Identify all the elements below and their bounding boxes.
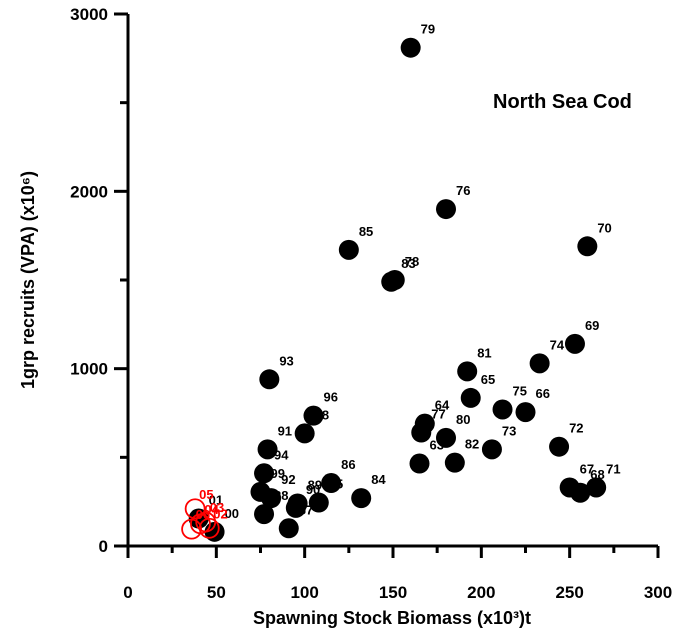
y-tick-label: 1000 — [70, 360, 108, 379]
data-point-72 — [549, 436, 570, 457]
point-label-90: 90 — [306, 482, 320, 497]
point-label-67: 67 — [580, 461, 594, 476]
data-point-76 — [436, 199, 456, 220]
x-axis-title: Spawning Stock Biomass (x10³)t — [253, 608, 531, 628]
point-label-68: 68 — [590, 467, 604, 482]
point-label-03: 03 — [210, 500, 224, 515]
point-label-82: 82 — [465, 437, 479, 452]
point-label-05: 05 — [199, 487, 213, 502]
point-label-70: 70 — [597, 220, 611, 235]
point-label-98: 98 — [315, 407, 329, 422]
point-label-75: 75 — [513, 383, 527, 398]
data-point-71 — [586, 477, 607, 498]
point-label-72: 72 — [569, 421, 583, 436]
point-label-88: 88 — [274, 488, 288, 503]
data-point-74 — [529, 353, 550, 374]
y-axis-title: 1grp recruits (VPA) (x10⁶) — [18, 171, 38, 389]
y-tick-label: 0 — [99, 537, 108, 556]
point-label-01: 01 — [209, 493, 223, 508]
data-point-68 — [570, 482, 591, 503]
point-label-76: 76 — [456, 183, 470, 198]
point-label-77: 77 — [431, 407, 445, 422]
x-tick-label: 300 — [644, 583, 672, 602]
data-points — [181, 37, 607, 542]
point-label-02: 02 — [213, 506, 227, 521]
data-point-69 — [564, 333, 585, 354]
point-label-86: 86 — [341, 457, 355, 472]
data-point-06 — [181, 518, 203, 540]
point-label-73: 73 — [502, 423, 516, 438]
data-point-89 — [287, 493, 308, 514]
point-label-93: 93 — [279, 353, 293, 368]
data-point-92 — [261, 488, 282, 509]
point-label-94: 94 — [274, 447, 289, 462]
y-tick-label: 2000 — [70, 182, 108, 201]
point-label-78: 78 — [405, 254, 419, 269]
data-point-84 — [351, 488, 372, 509]
y-ticks: 0 1000 2000 3000 — [70, 5, 128, 556]
point-label-00: 00 — [225, 506, 239, 521]
data-point-93 — [259, 369, 280, 390]
chart-title: North Sea Cod — [493, 91, 632, 113]
data-point-73 — [481, 439, 502, 460]
point-label-99: 99 — [271, 466, 285, 481]
y-tick-label: 3000 — [70, 5, 108, 24]
x-tick-label: 250 — [555, 583, 583, 602]
x-tick-label: 100 — [290, 583, 318, 602]
point-label-84: 84 — [371, 472, 386, 487]
data-point-66 — [515, 402, 536, 423]
point-label-66: 66 — [536, 386, 550, 401]
data-point-75 — [492, 399, 513, 420]
data-point-94 — [254, 463, 275, 484]
point-label-91: 91 — [278, 423, 292, 438]
x-tick-label: 200 — [467, 583, 495, 602]
point-label-79: 79 — [421, 22, 435, 37]
data-point-98 — [294, 423, 315, 444]
point-label-87: 87 — [299, 502, 313, 517]
x-tick-label: 50 — [207, 583, 226, 602]
point-label-92: 92 — [281, 472, 295, 487]
data-point-86 — [321, 473, 342, 494]
point-label-85: 85 — [359, 224, 373, 239]
x-tick-label: 0 — [123, 583, 132, 602]
data-point-95 — [308, 492, 329, 513]
point-label-65: 65 — [481, 372, 495, 387]
data-point-65 — [460, 387, 481, 408]
point-label-06: 06 — [196, 507, 210, 522]
point-label-74: 74 — [550, 337, 565, 352]
data-point-63 — [409, 453, 430, 474]
data-point-96 — [303, 405, 324, 426]
data-point-80 — [436, 427, 456, 448]
point-label-69: 69 — [585, 318, 599, 333]
data-point-70 — [577, 236, 598, 257]
point-label-96: 96 — [324, 390, 338, 405]
point-label-80: 80 — [456, 412, 470, 427]
point-label-83: 83 — [401, 256, 415, 271]
data-point-91 — [257, 439, 278, 460]
point-label-63: 63 — [430, 438, 444, 453]
data-point-85 — [338, 239, 359, 260]
x-tick-label: 150 — [379, 583, 407, 602]
data-point-05 — [184, 498, 206, 520]
data-point-77 — [411, 422, 432, 443]
data-point-88 — [254, 504, 275, 525]
point-label-81: 81 — [477, 345, 491, 360]
data-point-83 — [381, 271, 402, 292]
point-label-64: 64 — [435, 398, 450, 413]
data-point-81 — [457, 361, 478, 382]
point-label-04: 04 — [204, 502, 219, 517]
data-point-02 — [198, 517, 220, 539]
point-label-71: 71 — [606, 461, 620, 476]
point-label-89: 89 — [308, 477, 322, 492]
data-point-79 — [400, 37, 421, 58]
data-point-82 — [444, 452, 465, 473]
point-label-95: 95 — [329, 477, 343, 492]
x-ticks: 0 50 100 150 200 250 300 — [123, 546, 672, 602]
data-point-87 — [278, 518, 299, 539]
